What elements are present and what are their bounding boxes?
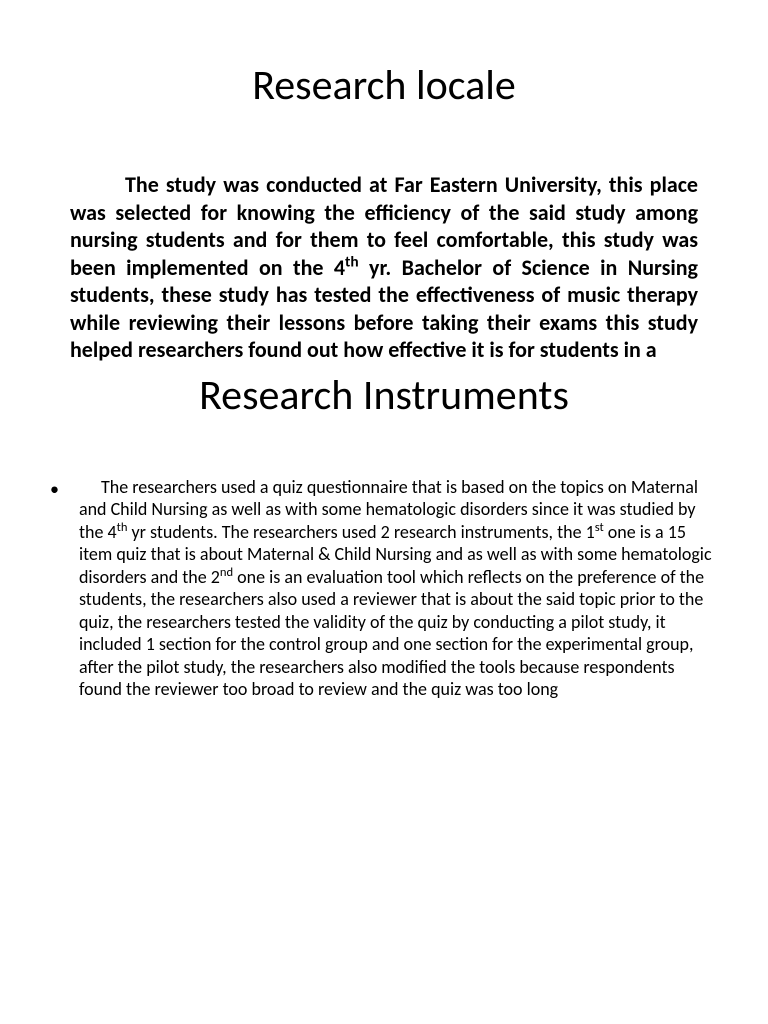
title-research-instruments: Research Instruments — [50, 370, 718, 421]
body-research-locale: The study was conducted at Far Eastern U… — [60, 171, 708, 364]
slide-research-locale: Research locale The study was conducted … — [0, 0, 768, 364]
body-research-instruments: The researchers used a quiz questionnair… — [79, 476, 718, 701]
title-research-locale: Research locale — [60, 60, 708, 111]
bullet-icon: • — [50, 478, 59, 500]
slide-research-instruments: Research Instruments • The researchers u… — [0, 370, 768, 701]
bullet-item: • The researchers used a quiz questionna… — [50, 476, 718, 701]
